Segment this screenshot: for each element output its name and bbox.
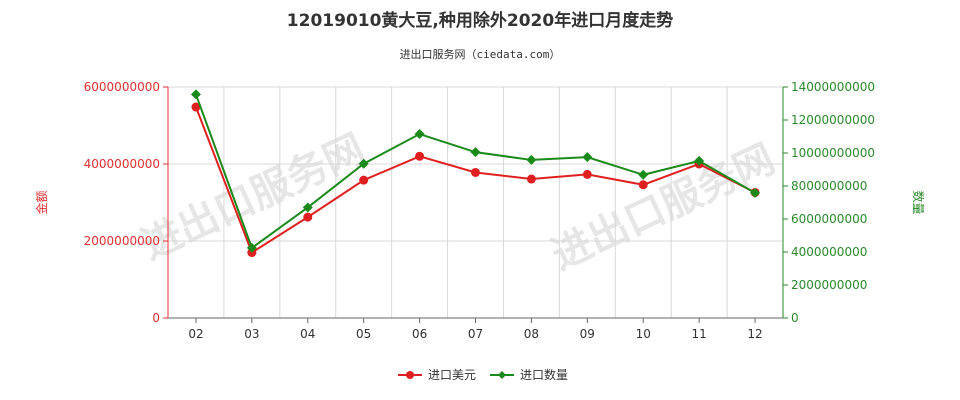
y-right-tick-label: 14000000000 bbox=[791, 80, 875, 94]
y-right-tick-label: 8000000000 bbox=[791, 179, 867, 193]
x-tick-label: 04 bbox=[300, 327, 315, 341]
data-point bbox=[190, 89, 201, 100]
legend-marker bbox=[498, 371, 506, 379]
y-right-tick-label: 4000000000 bbox=[791, 245, 867, 259]
legend-item: 进口数量 bbox=[490, 367, 568, 382]
legend-label: 进口数量 bbox=[520, 367, 568, 382]
chart-subtitle: 进出口服务网（ciedata.com） bbox=[400, 47, 561, 61]
data-point bbox=[694, 155, 705, 166]
series-layer bbox=[190, 89, 761, 258]
x-tick-label: 07 bbox=[468, 327, 483, 341]
legend: 进口美元 进口数量 bbox=[398, 367, 568, 382]
chart-title: 12019010黄大豆,种用除外2020年进口月度走势 bbox=[287, 10, 673, 31]
y-left-tick-label: 0 bbox=[152, 311, 160, 325]
y-right-tick-label: 2000000000 bbox=[791, 278, 867, 292]
data-point bbox=[471, 167, 480, 177]
x-tick-label: 05 bbox=[356, 327, 371, 341]
data-point bbox=[526, 174, 536, 184]
data-point bbox=[582, 152, 593, 163]
x-tick-label: 06 bbox=[412, 327, 427, 341]
y-axis-right-label: 数量 bbox=[911, 190, 926, 214]
data-point bbox=[414, 129, 425, 140]
data-point bbox=[470, 147, 481, 158]
data-point bbox=[303, 212, 313, 222]
x-tick-label: 09 bbox=[580, 327, 595, 341]
data-point bbox=[415, 151, 425, 161]
y-right-tick-label: 12000000000 bbox=[791, 113, 875, 127]
axes: 0 2000000000 4000000000 6000000000 0 20000000… bbox=[84, 80, 875, 341]
data-point bbox=[246, 242, 257, 253]
y-left-tick-label: 6000000000 bbox=[84, 80, 160, 94]
data-point bbox=[638, 180, 648, 190]
legend-label: 进口美元 bbox=[428, 368, 476, 382]
x-tick-label: 02 bbox=[188, 327, 203, 341]
data-point bbox=[359, 175, 369, 185]
data-point bbox=[526, 154, 537, 165]
y-right-tick-label: 0 bbox=[791, 311, 799, 325]
x-tick-label: 11 bbox=[691, 327, 706, 341]
y-axis-left-label: 金额 bbox=[34, 190, 49, 214]
data-point bbox=[638, 169, 649, 180]
y-left-tick-label: 2000000000 bbox=[84, 234, 160, 248]
x-tick-label: 10 bbox=[636, 327, 651, 341]
data-point bbox=[582, 169, 592, 179]
data-point bbox=[302, 202, 313, 213]
legend-marker bbox=[406, 371, 414, 379]
data-point bbox=[191, 102, 201, 112]
data-point bbox=[750, 187, 761, 198]
data-point bbox=[358, 158, 369, 169]
y-right-tick-label: 10000000000 bbox=[791, 146, 875, 160]
legend-item: 进口美元 bbox=[398, 368, 476, 382]
y-right-tick-label: 6000000000 bbox=[791, 212, 867, 226]
series-2 bbox=[190, 89, 761, 253]
x-tick-label: 03 bbox=[244, 327, 259, 341]
x-tick-label: 12 bbox=[747, 327, 762, 341]
y-left-tick-label: 4000000000 bbox=[84, 157, 160, 171]
x-tick-label: 08 bbox=[524, 327, 539, 341]
